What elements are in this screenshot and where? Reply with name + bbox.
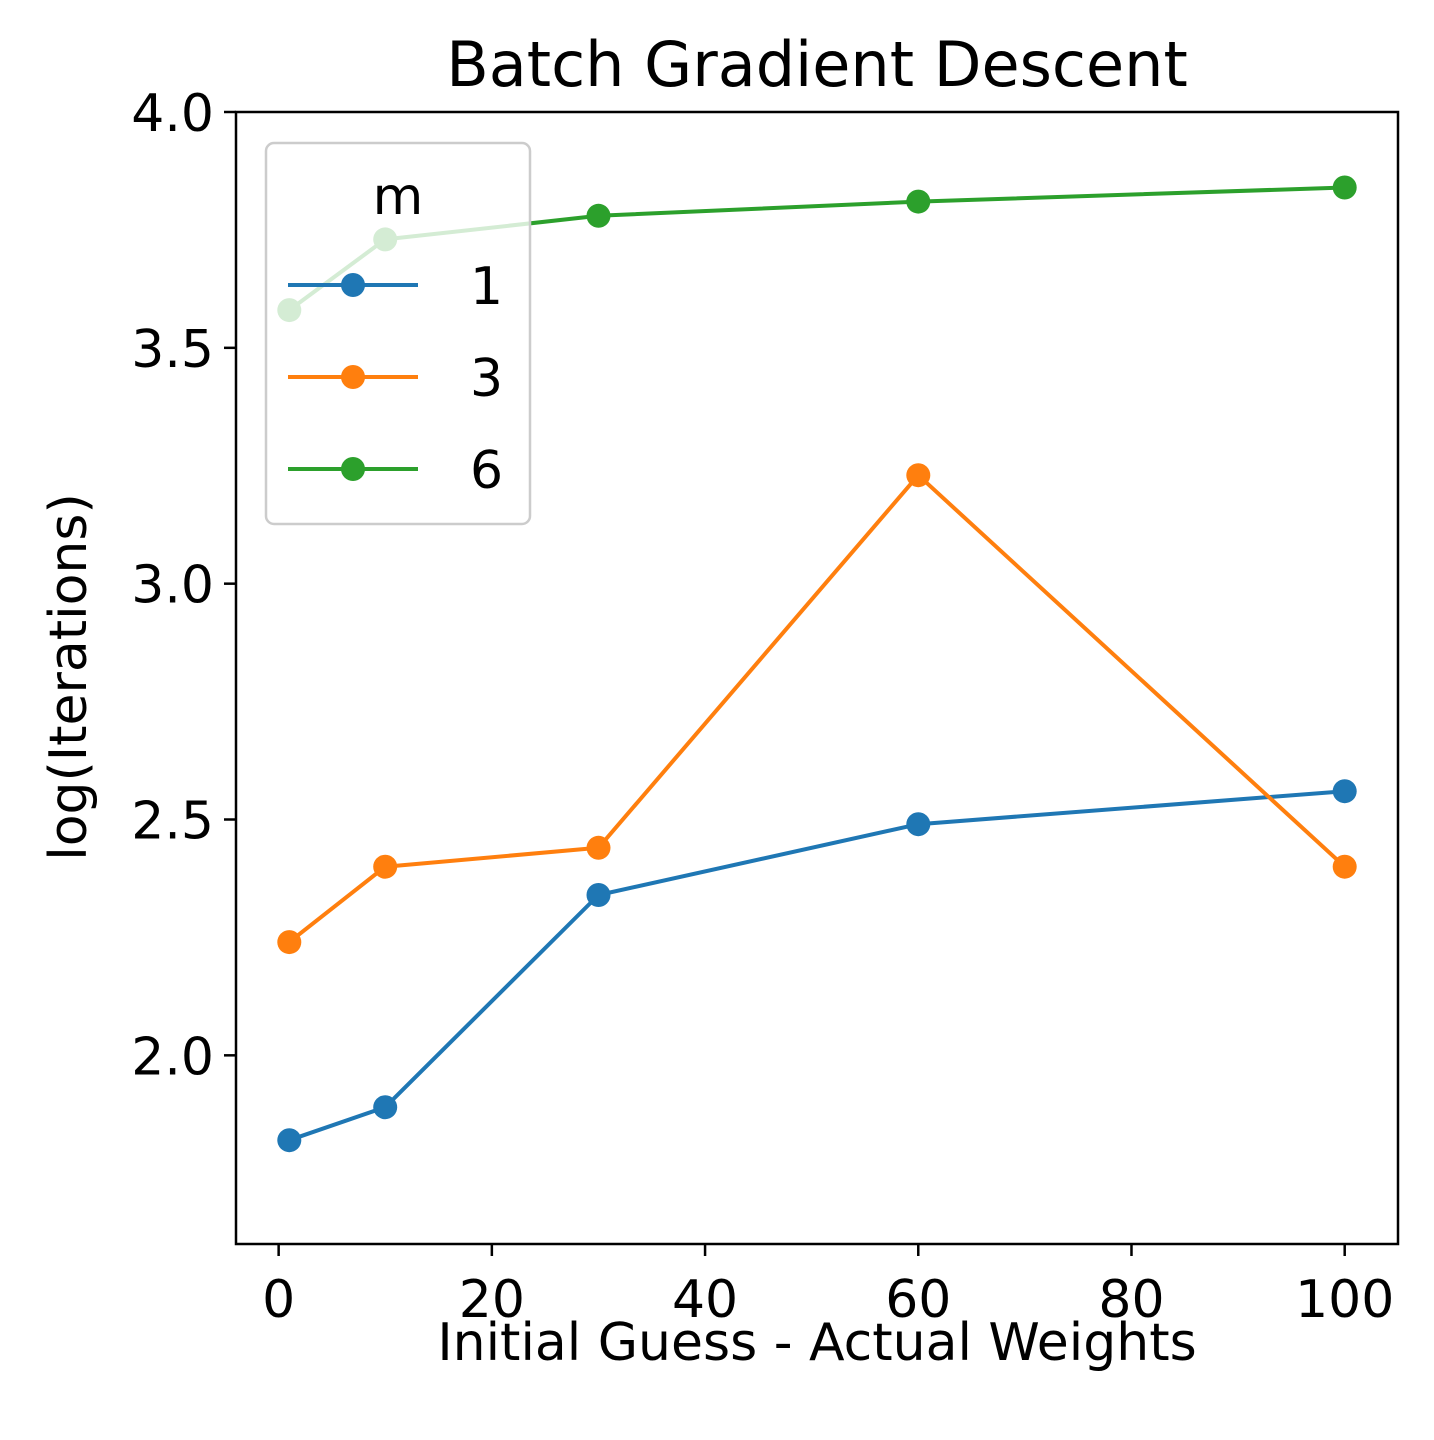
x-tick-label: 0	[262, 1270, 295, 1330]
y-tick-label: 3.0	[131, 556, 214, 616]
legend-label-3: 3	[470, 349, 503, 409]
legend-marker-6	[341, 457, 365, 481]
y-axis: 2.0 2.5 3.0 3.5 4.0	[131, 84, 236, 1087]
data-point-3-0	[277, 930, 302, 955]
x-tick-label: 40	[672, 1270, 738, 1330]
data-point-3-3	[906, 463, 931, 488]
x-tick-label: 100	[1295, 1270, 1394, 1330]
data-point-6-3	[906, 189, 931, 214]
legend-label-1: 1	[470, 257, 503, 317]
legend-box	[264, 141, 532, 526]
y-axis-label: log(Iterations)	[39, 493, 99, 861]
y-tick-label: 4.0	[131, 84, 214, 144]
x-axis: 0 20 40 60 80 100	[262, 1244, 1394, 1330]
data-point-1-2	[586, 883, 611, 907]
y-tick-label: 3.5	[131, 320, 214, 380]
legend-marker-1	[341, 273, 365, 297]
data-point-1-1	[373, 1095, 398, 1120]
data-point-1-3	[906, 812, 931, 837]
chart-title: Batch Gradient Descent	[446, 28, 1188, 101]
series-line-3	[288, 473, 1347, 944]
x-tick-label: 80	[1098, 1270, 1164, 1330]
data-point-1-0	[277, 1128, 302, 1153]
y-tick-label: 2.5	[131, 792, 214, 852]
legend-label-6: 6	[470, 441, 503, 501]
legend: m1 3 6	[264, 141, 532, 526]
x-axis-label: Initial Guess - Actual Weights	[437, 1313, 1196, 1373]
data-point-1-4	[1332, 779, 1357, 804]
series-line-1	[288, 789, 1345, 1143]
data-point-6-2	[586, 203, 611, 228]
data-point-3-4	[1332, 854, 1357, 879]
data-point-3-2	[586, 835, 611, 860]
data-point-6-4	[1332, 175, 1357, 200]
legend-marker-3	[341, 365, 365, 389]
data-point-3-1	[373, 854, 398, 879]
legend-title: m	[373, 167, 424, 227]
x-tick-label: 20	[459, 1270, 525, 1330]
x-tick-label: 60	[885, 1270, 951, 1330]
axes-frame	[234, 110, 1400, 1246]
y-tick-label: 2.0	[131, 1027, 214, 1087]
